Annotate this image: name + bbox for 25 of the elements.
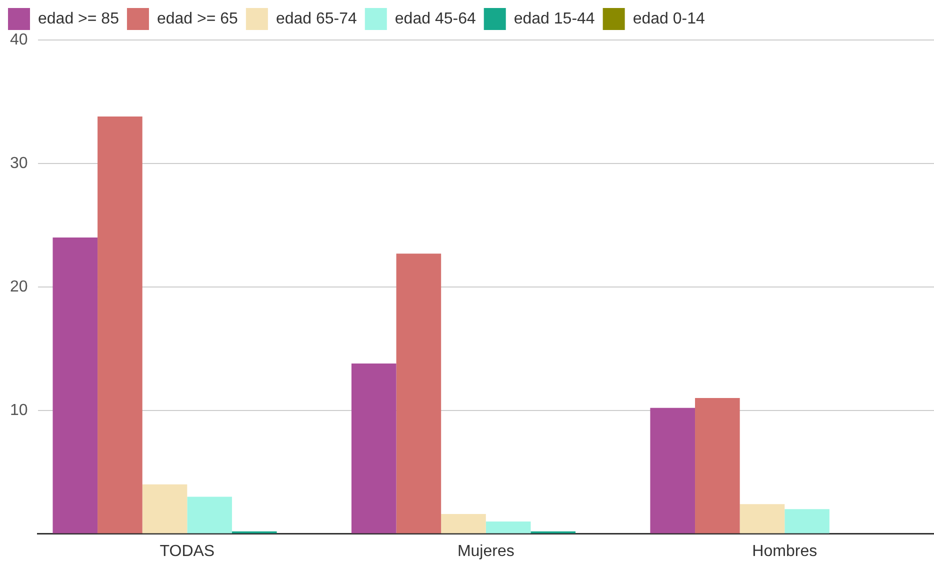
bar [52,238,98,534]
bar [695,398,740,534]
x-tick-label: Mujeres [457,542,514,560]
bar [351,363,396,534]
bar [142,484,188,534]
legend-label: edad 45-64 [394,10,476,28]
legend-label: edad 65-74 [276,10,357,28]
x-tick-label: Hombres [752,542,818,560]
bar [98,116,142,534]
y-tick-label: 10 [10,402,28,419]
x-tick-label: TODAS [160,542,215,560]
legend-label: edad >= 65 [156,10,238,28]
legend-label: edad >= 85 [38,10,120,28]
bar [740,504,785,534]
bar [396,254,442,534]
y-tick-label: 40 [10,31,28,48]
bar [441,514,486,534]
bar [187,496,232,534]
legend-label: edad 0-14 [632,10,705,28]
bar [486,521,531,534]
y-tick-label: 20 [10,278,28,296]
bar [784,509,830,534]
y-tick-label: 30 [10,154,28,172]
bar [650,408,696,534]
legend-label: edad 15-44 [514,10,595,28]
